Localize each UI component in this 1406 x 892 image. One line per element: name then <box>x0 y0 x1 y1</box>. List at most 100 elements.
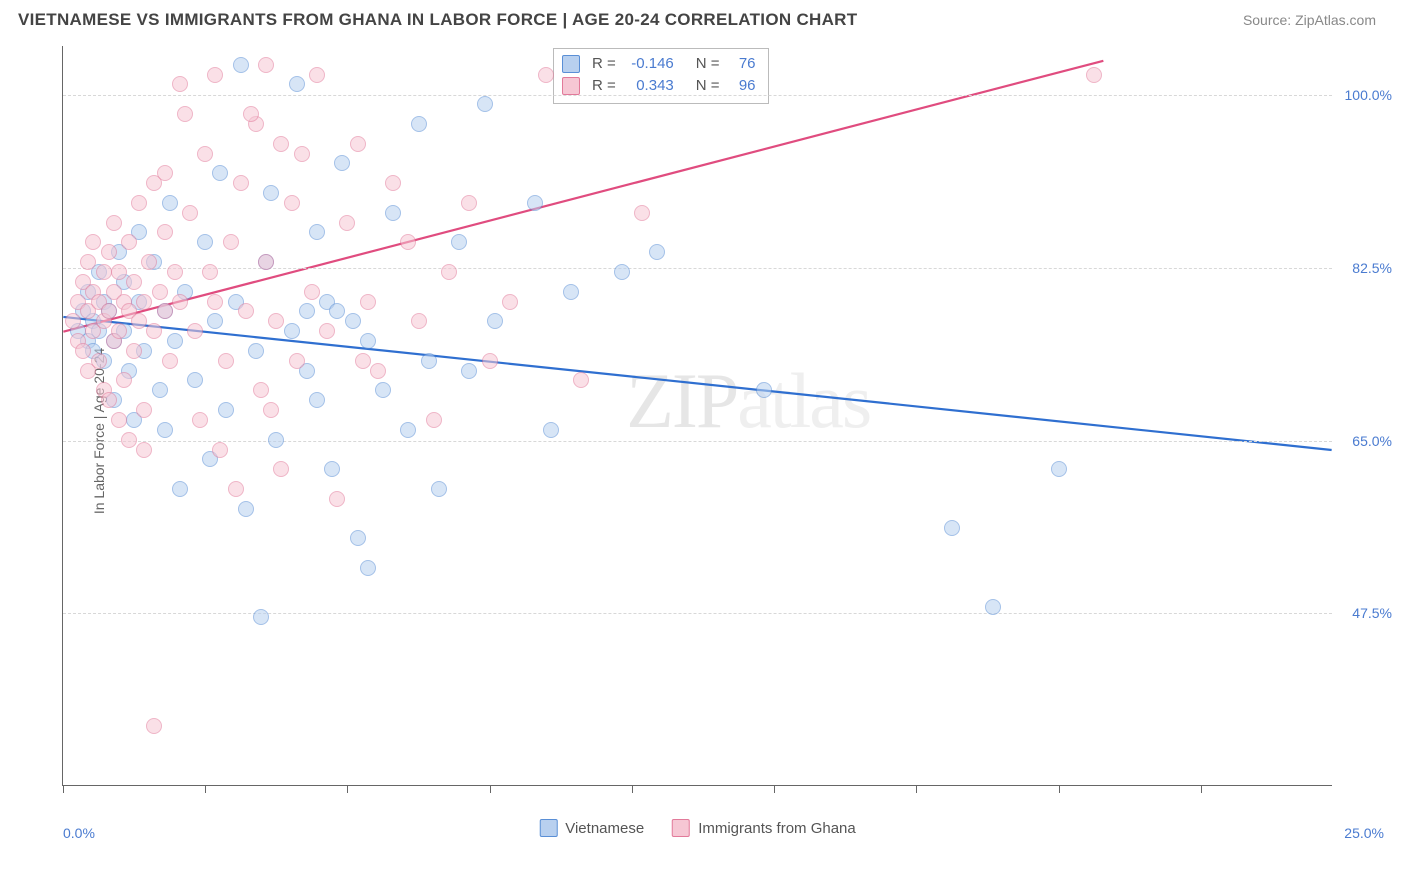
data-point <box>116 372 132 388</box>
data-point <box>136 294 152 310</box>
data-point <box>370 363 386 379</box>
data-point <box>263 185 279 201</box>
x-tick-label-max: 25.0% <box>1344 825 1384 841</box>
x-tick <box>1059 785 1060 793</box>
data-point <box>309 392 325 408</box>
data-point <box>121 432 137 448</box>
data-point <box>268 432 284 448</box>
data-point <box>233 175 249 191</box>
data-point <box>345 313 361 329</box>
y-tick-label: 65.0% <box>1337 433 1392 449</box>
header: VIETNAMESE VS IMMIGRANTS FROM GHANA IN L… <box>0 0 1406 36</box>
data-point <box>111 323 127 339</box>
legend-item-vietnamese: Vietnamese <box>539 819 644 837</box>
data-point <box>944 520 960 536</box>
data-point <box>223 234 239 250</box>
data-point <box>482 353 498 369</box>
swatch-vietnamese <box>539 819 557 837</box>
swatch-ghana <box>672 819 690 837</box>
x-tick <box>1201 785 1202 793</box>
gridline <box>63 441 1332 442</box>
data-point <box>1086 67 1102 83</box>
data-point <box>167 264 183 280</box>
data-point <box>477 96 493 112</box>
data-point <box>172 76 188 92</box>
data-point <box>263 402 279 418</box>
data-point <box>157 165 173 181</box>
data-point <box>400 234 416 250</box>
data-point <box>101 392 117 408</box>
data-point <box>649 244 665 260</box>
data-point <box>182 205 198 221</box>
plot-area: ZIPatlas R = -0.146 N = 76 R = 0.343 N =… <box>62 46 1332 786</box>
data-point <box>131 195 147 211</box>
legend-row-vietnamese: R = -0.146 N = 76 <box>562 53 756 75</box>
series-legend: Vietnamese Immigrants from Ghana <box>539 819 856 837</box>
data-point <box>157 224 173 240</box>
r-value-vietnamese: -0.146 <box>624 53 674 75</box>
data-point <box>360 333 376 349</box>
data-point <box>985 599 1001 615</box>
data-point <box>253 609 269 625</box>
data-point <box>197 234 213 250</box>
data-point <box>157 422 173 438</box>
data-point <box>192 412 208 428</box>
data-point <box>101 303 117 319</box>
legend-label: Vietnamese <box>565 820 644 837</box>
data-point <box>212 165 228 181</box>
data-point <box>324 461 340 477</box>
data-point <box>538 67 554 83</box>
r-value-ghana: 0.343 <box>624 75 674 97</box>
data-point <box>162 195 178 211</box>
gridline <box>63 268 1332 269</box>
data-point <box>502 294 518 310</box>
data-point <box>385 205 401 221</box>
data-point <box>289 353 305 369</box>
r-label: R = <box>592 75 616 97</box>
x-tick <box>774 785 775 793</box>
x-tick <box>916 785 917 793</box>
data-point <box>187 323 203 339</box>
data-point <box>202 264 218 280</box>
data-point <box>136 442 152 458</box>
x-tick <box>347 785 348 793</box>
data-point <box>385 175 401 191</box>
data-point <box>136 402 152 418</box>
data-point <box>289 76 305 92</box>
n-label: N = <box>696 53 720 75</box>
data-point <box>461 195 477 211</box>
data-point <box>634 205 650 221</box>
data-point <box>258 57 274 73</box>
data-point <box>461 363 477 379</box>
data-point <box>527 195 543 211</box>
data-point <box>543 422 559 438</box>
data-point <box>172 294 188 310</box>
data-point <box>426 412 442 428</box>
data-point <box>146 718 162 734</box>
data-point <box>431 481 447 497</box>
legend-row-ghana: R = 0.343 N = 96 <box>562 75 756 97</box>
data-point <box>319 323 335 339</box>
data-point <box>339 215 355 231</box>
data-point <box>91 353 107 369</box>
data-point <box>233 57 249 73</box>
data-point <box>228 481 244 497</box>
data-point <box>101 244 117 260</box>
data-point <box>614 264 630 280</box>
data-point <box>355 353 371 369</box>
swatch-vietnamese <box>562 55 580 73</box>
data-point <box>411 313 427 329</box>
data-point <box>85 234 101 250</box>
data-point <box>299 303 315 319</box>
data-point <box>162 353 178 369</box>
data-point <box>172 481 188 497</box>
data-point <box>65 313 81 329</box>
chart-container: In Labor Force | Age 20-24 ZIPatlas R = … <box>18 36 1388 826</box>
x-tick-label-min: 0.0% <box>63 825 95 841</box>
data-point <box>167 333 183 349</box>
data-point <box>258 254 274 270</box>
data-point <box>309 224 325 240</box>
data-point <box>146 323 162 339</box>
data-point <box>284 323 300 339</box>
data-point <box>152 284 168 300</box>
